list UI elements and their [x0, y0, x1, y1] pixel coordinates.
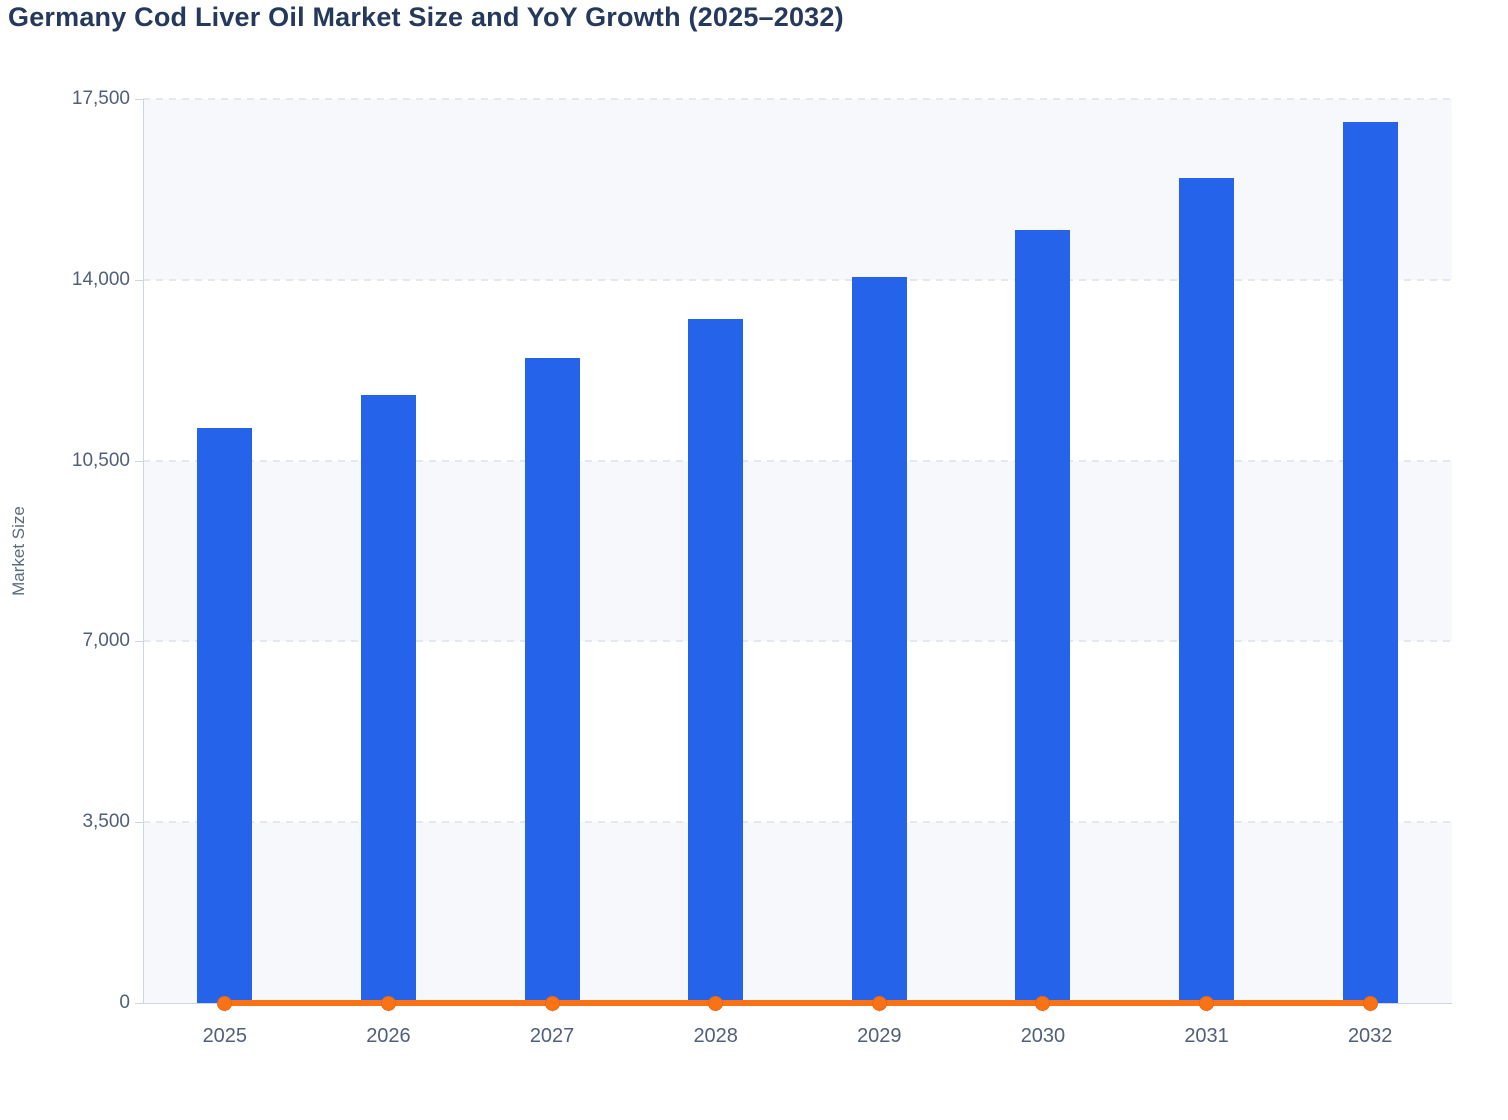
x-tick-label: 2030 [1020, 1025, 1066, 1047]
bar-2031[interactable] [1179, 177, 1235, 1003]
plot-band [143, 279, 1452, 461]
gridline [143, 459, 1452, 462]
plot-band [143, 641, 1452, 823]
y-tick-mark [135, 641, 143, 643]
bar-2026[interactable] [360, 394, 416, 1003]
x-tick-label: 2032 [1347, 1025, 1393, 1047]
gridline [143, 640, 1452, 643]
y-tick-mark [135, 279, 143, 281]
gridline [143, 98, 1452, 100]
yoy-marker-2032[interactable] [1362, 995, 1378, 1011]
yoy-marker-2028[interactable] [708, 995, 724, 1011]
bar-2029[interactable] [851, 276, 907, 1003]
bar-2028[interactable] [688, 318, 744, 1003]
x-tick-label: 2025 [202, 1025, 248, 1047]
y-tick-mark [135, 1003, 143, 1004]
y-tick-label: 3,500 [82, 811, 130, 833]
y-tick-label: 7,000 [82, 630, 130, 652]
y-tick-label: 17,500 [71, 88, 130, 109]
plot-band [143, 460, 1452, 642]
yoy-marker-2026[interactable] [380, 995, 396, 1011]
gridline [143, 278, 1452, 281]
plot-band [143, 822, 1452, 1003]
x-tick-label: 2026 [366, 1025, 411, 1047]
bar-2032[interactable] [1342, 122, 1398, 1003]
x-tick-label: 2031 [1184, 1025, 1229, 1047]
x-tick-label: 2029 [857, 1025, 902, 1047]
y-tick-label: 14,000 [71, 268, 130, 290]
y-tick-mark [135, 822, 143, 824]
yoy-marker-2029[interactable] [871, 995, 887, 1011]
bar-2027[interactable] [524, 357, 580, 1003]
bar-2030[interactable] [1015, 230, 1071, 1003]
y-axis-line [143, 99, 144, 1003]
y-tick-label: 10,500 [71, 449, 130, 471]
yoy-marker-2027[interactable] [544, 995, 560, 1011]
yoy-marker-2031[interactable] [1199, 995, 1215, 1011]
y-tick-label: 0 [119, 992, 130, 1013]
x-tick-label: 2028 [693, 1025, 738, 1047]
gridline [143, 821, 1452, 824]
plot-band [143, 99, 1452, 280]
chart-title: Germany Cod Liver Oil Market Size and Yo… [8, 2, 844, 32]
yoy-marker-2030[interactable] [1035, 995, 1051, 1011]
yoy-growth-line[interactable] [224, 1000, 1371, 1006]
x-tick-label: 2027 [529, 1025, 575, 1047]
y-tick-mark [135, 99, 143, 100]
bar-2025[interactable] [197, 427, 253, 1003]
yoy-marker-2025[interactable] [217, 995, 233, 1011]
y-tick-mark [135, 460, 143, 462]
y-axis-title: Market Size [9, 506, 28, 596]
